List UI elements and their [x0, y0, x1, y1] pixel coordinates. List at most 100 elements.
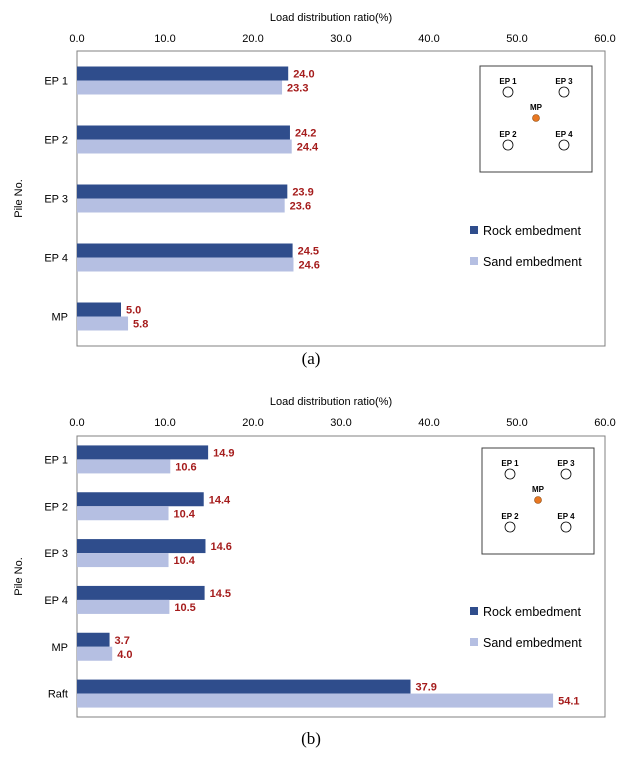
x-tick-label: 60.0 [594, 417, 615, 429]
category-label: EP 1 [44, 454, 68, 466]
x-tick-label: 20.0 [242, 33, 263, 45]
legend-label-rock: Rock embedment [483, 605, 581, 619]
chart-b: Load distribution ratio(%) 0.0 10.0 20.0 30.… [13, 396, 616, 748]
rock-bar [77, 492, 204, 507]
x-tick-label: 0.0 [69, 417, 84, 429]
category-label: EP 2 [44, 501, 68, 513]
edge-pile-marker [502, 139, 514, 151]
pile-layout-inset: EP 1 EP 3 MP EP 2 EP 4 [479, 65, 593, 173]
category-label: EP 3 [44, 548, 68, 560]
rock-bar [77, 66, 289, 81]
inset-frame [479, 65, 593, 173]
data-label: 24.4 [297, 142, 319, 154]
middle-pile-marker [532, 114, 540, 122]
data-label: 24.6 [298, 260, 319, 272]
x-tick-label: 40.0 [418, 33, 439, 45]
data-label: 24.0 [293, 69, 314, 81]
sand-bar [77, 646, 113, 661]
data-label: 5.8 [133, 319, 148, 331]
inset-label: MP [532, 485, 545, 494]
inset-label: EP 3 [555, 77, 573, 86]
sand-bar [77, 80, 283, 95]
legend-swatch-rock [470, 607, 478, 615]
category-label: EP 4 [44, 595, 68, 607]
legend-label-sand: Sand embedment [483, 255, 582, 269]
data-label: 3.7 [115, 635, 130, 647]
x-tick-label: 30.0 [330, 33, 351, 45]
legend-swatch-sand [470, 257, 478, 265]
data-label: 23.6 [290, 201, 311, 213]
category-label: MP [52, 312, 69, 324]
x-tick-label: 60.0 [594, 33, 615, 45]
edge-pile-marker [560, 521, 572, 533]
inset-label: EP 2 [499, 130, 517, 139]
inset-label: EP 4 [557, 512, 575, 521]
data-label: 37.9 [416, 682, 437, 694]
rock-bar [77, 539, 206, 554]
y-axis-label: Pile No. [13, 557, 25, 596]
middle-pile-marker [534, 496, 542, 504]
sand-bar [77, 599, 170, 614]
chart-a: Load distribution ratio(%) 0.0 10.0 20.0 30.… [13, 12, 616, 368]
category-label: EP 4 [44, 253, 68, 265]
x-tick-label: 40.0 [418, 417, 439, 429]
data-label: 24.2 [295, 128, 316, 140]
x-axis-label: Load distribution ratio(%) [270, 396, 392, 408]
data-label: 10.4 [174, 555, 196, 567]
data-label: 14.4 [209, 494, 231, 506]
legend-label-rock: Rock embedment [483, 224, 581, 238]
edge-pile-marker [560, 468, 572, 480]
rock-bar [77, 125, 290, 140]
rock-bar [77, 302, 121, 317]
data-label: 5.0 [126, 305, 141, 317]
sand-bar [77, 459, 171, 474]
data-label: 10.5 [174, 602, 195, 614]
x-tick-label: 0.0 [69, 33, 84, 45]
edge-pile-marker [504, 521, 516, 533]
rock-bar [77, 632, 110, 647]
data-label: 24.5 [298, 246, 319, 258]
edge-pile-marker [502, 86, 514, 98]
inset-label: EP 1 [499, 77, 517, 86]
data-label: 14.9 [213, 447, 234, 459]
sand-bar [77, 257, 294, 272]
inset-label: EP 2 [501, 512, 519, 521]
sand-bar [77, 693, 554, 708]
legend-label-sand: Sand embedment [483, 636, 582, 650]
rock-bar [77, 445, 209, 460]
legend-swatch-rock [470, 226, 478, 234]
x-tick-label: 50.0 [506, 33, 527, 45]
data-label: 23.3 [287, 83, 308, 95]
data-label: 23.9 [292, 187, 313, 199]
sand-bar [77, 506, 169, 521]
inset-label: EP 4 [555, 130, 573, 139]
x-tick-label: 10.0 [154, 417, 175, 429]
data-label: 10.6 [175, 461, 196, 473]
rock-bar [77, 585, 205, 600]
plot-frame [76, 435, 606, 718]
rock-bar [77, 243, 293, 258]
inset-label: EP 3 [557, 459, 575, 468]
sand-bar [77, 198, 285, 213]
edge-pile-marker [558, 86, 570, 98]
inset-label: MP [530, 103, 543, 112]
data-label: 54.1 [558, 696, 579, 708]
category-label: MP [52, 642, 69, 654]
category-label: EP 3 [44, 194, 68, 206]
x-tick-label: 10.0 [154, 33, 175, 45]
data-label: 4.0 [117, 649, 132, 661]
category-label: EP 1 [44, 76, 68, 88]
figure-caption: (b) [301, 729, 321, 748]
x-tick-label: 50.0 [506, 417, 527, 429]
data-label: 14.5 [210, 588, 231, 600]
category-label: Raft [48, 689, 68, 701]
x-tick-label: 20.0 [242, 417, 263, 429]
sand-bar [77, 139, 292, 154]
rock-bar [77, 184, 288, 199]
data-label: 14.6 [210, 541, 231, 553]
edge-pile-marker [558, 139, 570, 151]
category-label: EP 2 [44, 135, 68, 147]
data-label: 10.4 [174, 508, 196, 520]
sand-bar [77, 316, 129, 331]
